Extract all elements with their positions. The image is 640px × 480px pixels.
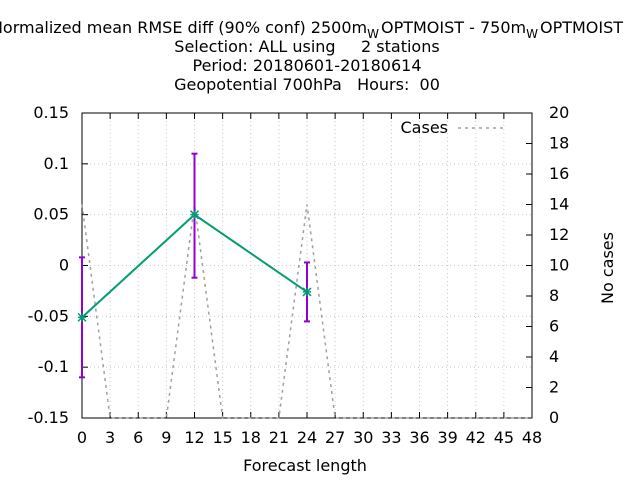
x-tick-label: 21 xyxy=(269,428,289,447)
y2-tick-label: 16 xyxy=(549,164,569,183)
y2-tick-label: 4 xyxy=(549,347,559,366)
x-tick-label: 33 xyxy=(381,428,401,447)
title-line-1-text-b: OPTMOIST - 750m xyxy=(381,18,526,37)
y2-tick-label: 10 xyxy=(549,256,569,275)
x-tick-label: 3 xyxy=(105,428,115,447)
y2-tick-label: 2 xyxy=(549,378,559,397)
y2-tick-label: 0 xyxy=(549,408,559,427)
y2-tick-label: 18 xyxy=(549,134,569,153)
x-tick-label: 48 xyxy=(522,428,542,447)
x-tick-label: 0 xyxy=(77,428,87,447)
x-tick-label: 15 xyxy=(212,428,232,447)
y-tick-label: 0.05 xyxy=(33,205,69,224)
data-point-marker xyxy=(189,210,200,220)
title-line-4: Geopotential 700hPa Hours: 00 xyxy=(174,75,440,94)
y-tick-label: 0 xyxy=(59,256,69,275)
title-line-1-subscript-a: W xyxy=(367,27,379,41)
title-line-1-text-c: OPTMOIST xyxy=(540,18,623,37)
title-line-1-text-a: Normalized mean RMSE diff (90% conf) 250… xyxy=(0,18,367,37)
cases-line xyxy=(81,204,532,419)
x-tick-label: 39 xyxy=(437,428,457,447)
y2-axis-label: No cases xyxy=(598,232,617,304)
x-axis-label: Forecast length xyxy=(243,456,367,475)
y2-tick-label: 14 xyxy=(549,195,569,214)
x-tick-label: 24 xyxy=(297,428,317,447)
data-point-marker xyxy=(77,312,87,322)
x-axis: 0 3 6 9 12 15 18 21 24 27 30 33 36 39 42 45 48 xyxy=(77,113,542,447)
chart-title: Normalized mean RMSE diff (90% conf) 250… xyxy=(0,18,623,94)
legend-cases-label: Cases xyxy=(401,118,449,137)
x-tick-label: 27 xyxy=(325,428,345,447)
y2-tick-label: 8 xyxy=(549,286,559,305)
series-layer xyxy=(77,152,532,419)
title-line-3: Period: 20180601-20180614 xyxy=(192,56,421,75)
x-tick-label: 12 xyxy=(184,428,204,447)
x-tick-label: 6 xyxy=(133,428,143,447)
y2-tick-label: 12 xyxy=(549,225,569,244)
data-point-marker xyxy=(302,287,312,297)
title-line-1-subscript-b: W xyxy=(526,27,538,41)
x-tick-label: 36 xyxy=(409,428,429,447)
y-tick-label: -0.1 xyxy=(38,357,69,376)
title-line-1: Normalized mean RMSE diff (90% conf) 250… xyxy=(0,18,623,41)
title-line-2: Selection: ALL using 2 stations xyxy=(174,37,439,56)
x-tick-label: 30 xyxy=(353,428,373,447)
x-tick-label: 18 xyxy=(241,428,261,447)
y2-tick-label: 6 xyxy=(549,317,559,336)
x-tick-label: 9 xyxy=(161,428,171,447)
y-axis: 0.15 0.1 0.05 0 -0.05 -0.1 -0.15 xyxy=(28,103,88,427)
legend: Cases xyxy=(401,118,506,137)
y-tick-label: -0.05 xyxy=(28,306,69,325)
y-tick-label: 0.15 xyxy=(33,103,69,122)
y-tick-label: 0.1 xyxy=(44,154,69,173)
x-tick-label: 45 xyxy=(494,428,514,447)
x-tick-label: 42 xyxy=(466,428,486,447)
y-tick-label: -0.15 xyxy=(28,408,69,427)
y2-tick-label: 20 xyxy=(549,103,569,122)
